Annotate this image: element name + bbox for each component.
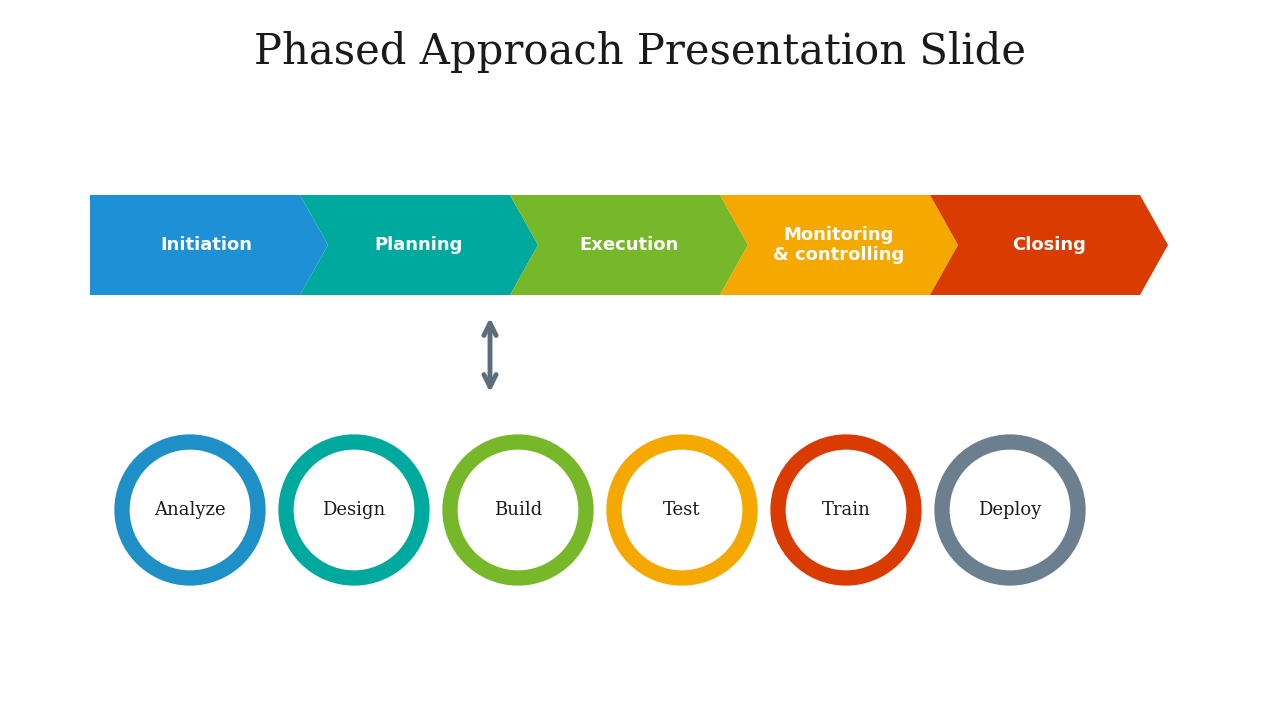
Text: Deploy: Deploy: [978, 501, 1042, 519]
Text: Planning: Planning: [375, 236, 463, 254]
Text: Train: Train: [822, 501, 870, 519]
Circle shape: [778, 442, 914, 578]
Text: Build: Build: [494, 501, 543, 519]
Circle shape: [614, 442, 750, 578]
Text: Closing: Closing: [1012, 236, 1085, 254]
Circle shape: [122, 442, 259, 578]
Text: Initiation: Initiation: [160, 236, 252, 254]
Text: Execution: Execution: [580, 236, 678, 254]
Text: Design: Design: [323, 501, 385, 519]
Text: Monitoring
& controlling: Monitoring & controlling: [773, 225, 905, 264]
Polygon shape: [300, 195, 538, 295]
Circle shape: [451, 442, 586, 578]
Polygon shape: [509, 195, 748, 295]
Text: Analyze: Analyze: [154, 501, 225, 519]
Polygon shape: [90, 195, 328, 295]
Polygon shape: [719, 195, 957, 295]
Polygon shape: [931, 195, 1169, 295]
Text: Test: Test: [663, 501, 700, 519]
Circle shape: [285, 442, 422, 578]
Text: Phased Approach Presentation Slide: Phased Approach Presentation Slide: [253, 31, 1027, 73]
Circle shape: [942, 442, 1078, 578]
